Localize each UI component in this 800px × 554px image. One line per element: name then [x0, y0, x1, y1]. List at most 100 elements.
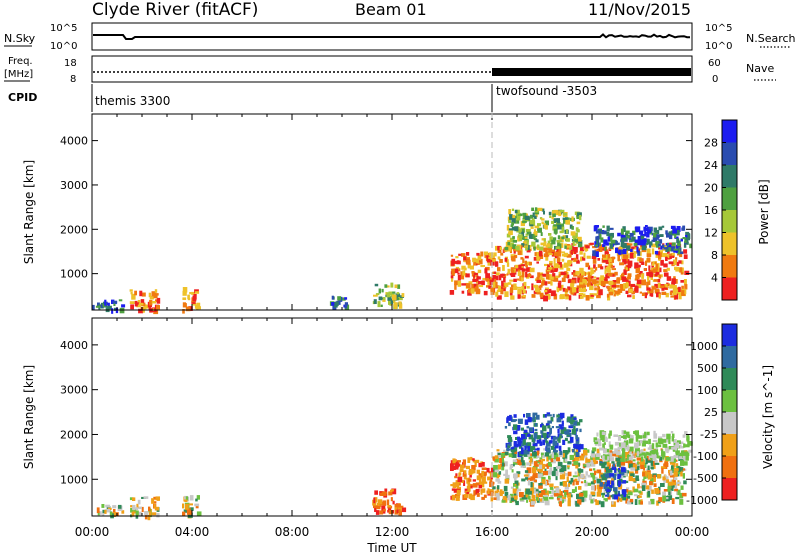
data-cell	[553, 263, 559, 269]
data-cell	[401, 507, 407, 513]
data-cell	[506, 273, 509, 276]
data-cell	[580, 473, 584, 479]
data-cell	[455, 266, 460, 270]
data-cell	[522, 212, 527, 216]
data-cell	[520, 456, 524, 463]
data-cell	[501, 453, 506, 457]
data-cell	[643, 475, 647, 480]
data-cell	[401, 293, 405, 298]
data-cell	[155, 496, 160, 501]
data-cell	[583, 452, 588, 459]
data-cell	[636, 279, 642, 285]
data-cell	[593, 225, 598, 232]
data-cell	[558, 280, 562, 283]
data-cell	[510, 244, 513, 250]
data-cell	[682, 434, 686, 438]
data-cell	[660, 245, 663, 250]
data-cell	[541, 273, 546, 277]
data-cell	[386, 499, 390, 506]
data-cell	[609, 473, 614, 477]
data-cell	[620, 467, 626, 472]
data-cell	[632, 478, 637, 482]
data-cell	[391, 291, 396, 294]
data-cell	[558, 274, 561, 277]
data-cell	[468, 287, 472, 293]
data-cell	[484, 268, 488, 274]
data-cell	[685, 455, 689, 461]
data-cell	[658, 293, 661, 299]
data-cell	[562, 474, 566, 480]
data-cell	[608, 291, 613, 296]
data-cell	[396, 292, 400, 295]
data-cell	[662, 452, 666, 457]
data-cell	[579, 444, 584, 450]
data-cell	[634, 239, 640, 245]
data-cell	[571, 429, 577, 435]
data-cell	[537, 449, 540, 454]
data-cell	[559, 450, 563, 455]
data-cell	[196, 511, 202, 516]
data-cell	[626, 234, 631, 239]
data-cell	[605, 281, 609, 284]
data-cell	[580, 256, 583, 262]
data-cell	[513, 414, 517, 418]
data-cell	[394, 509, 399, 515]
data-cell	[568, 483, 571, 487]
data-cell	[480, 265, 485, 268]
data-cell	[547, 281, 551, 284]
data-cell	[646, 239, 650, 245]
data-cell	[605, 486, 608, 490]
data-cell	[611, 501, 614, 505]
data-cell	[579, 277, 585, 282]
data-cell	[384, 284, 388, 288]
data-cell	[634, 499, 638, 505]
colorbar-tick-label: 100	[697, 384, 718, 397]
data-cell	[562, 496, 566, 500]
data-cell	[487, 280, 490, 285]
data-cell	[618, 470, 621, 474]
data-cell	[543, 253, 549, 258]
data-cell	[96, 507, 100, 514]
data-cell	[561, 226, 565, 232]
data-cell	[606, 473, 612, 478]
data-cell	[343, 304, 346, 308]
data-cell	[462, 270, 466, 276]
data-cell	[608, 242, 612, 245]
data-cell	[533, 238, 538, 241]
data-cell	[533, 215, 537, 219]
data-cell	[603, 489, 608, 494]
data-cell	[686, 434, 690, 441]
data-cell	[586, 255, 591, 259]
data-cell	[593, 293, 597, 296]
data-cell	[658, 274, 662, 279]
data-cell	[658, 247, 661, 250]
data-cell	[564, 484, 570, 490]
data-cell	[592, 468, 596, 471]
data-cell	[620, 237, 624, 243]
data-cell	[637, 435, 643, 438]
data-cell	[509, 466, 513, 470]
data-cell	[458, 473, 461, 477]
data-cell	[185, 306, 191, 312]
data-cell	[575, 451, 580, 457]
data-cell	[650, 477, 654, 482]
data-cell	[622, 226, 626, 232]
data-cell	[464, 267, 467, 271]
data-cell	[540, 430, 544, 434]
data-cell	[451, 270, 455, 276]
data-cell	[630, 473, 635, 478]
data-cell	[670, 431, 674, 434]
data-cell	[662, 253, 668, 256]
data-cell	[390, 497, 393, 502]
data-cell	[574, 471, 577, 475]
data-cell	[668, 481, 673, 486]
data-cell	[653, 433, 658, 439]
data-cell	[567, 466, 570, 470]
data-cell	[634, 226, 640, 230]
data-cell	[509, 242, 514, 247]
data-cell	[600, 266, 604, 270]
data-cell	[483, 251, 489, 256]
data-cell	[344, 304, 348, 309]
data-cell	[183, 509, 188, 513]
data-cell	[99, 511, 102, 515]
